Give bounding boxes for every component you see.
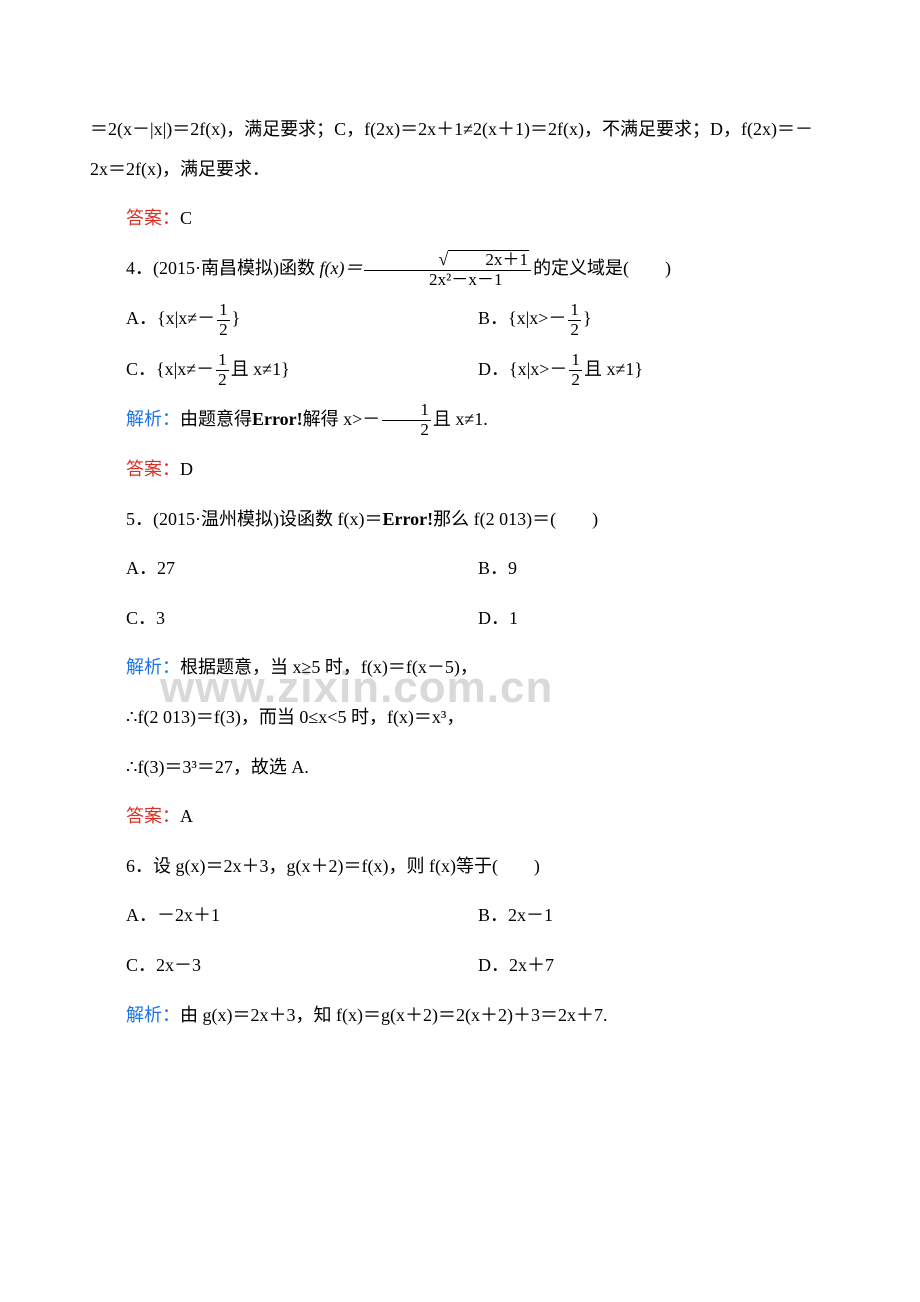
q4-optB: B．{x|x>－12} xyxy=(478,299,830,339)
q6-optB: B．2x－1 xyxy=(478,896,830,936)
analysis-label: 解析： xyxy=(126,657,180,677)
q6-options-row2: C．2x－3 D．2x＋7 xyxy=(90,946,830,986)
q5-options-row1: A．27 B．9 xyxy=(90,549,830,589)
sqrt-inner: 2x＋1 xyxy=(448,250,529,270)
analysis-label: 解析： xyxy=(126,409,180,429)
answer-label: 答案： xyxy=(126,459,180,479)
q4-fraction: 2x＋12x²－x－1 xyxy=(364,250,531,290)
q4-answer: 答案：D xyxy=(90,450,830,490)
q6-analysis: 解析：由 g(x)＝2x＋3，知 f(x)＝g(x＋2)＝2(x＋2)＋3＝2x… xyxy=(90,996,830,1036)
answer-value: D xyxy=(180,459,193,479)
q6-stem: 6．设 g(x)＝2x＋3，g(x＋2)＝f(x)，则 f(x)等于( ) xyxy=(90,847,830,887)
q4-stem-prefix: 4．(2015·南昌模拟)函数 xyxy=(126,258,319,278)
q6-optD: D．2x＋7 xyxy=(478,946,830,986)
q4-options-row1: A．{x|x≠－12} B．{x|x>－12} xyxy=(90,299,830,339)
q4-optC: C．{x|x≠－12且 x≠1} xyxy=(126,350,478,390)
q6-optA: A．－2x＋1 xyxy=(126,896,478,936)
q4-stem-suffix: 的定义域是( ) xyxy=(533,258,671,278)
q4-analysis: 解析：由题意得Error!解得 x>－12且 x≠1. xyxy=(90,400,830,440)
q4-optD: D．{x|x>－12且 x≠1} xyxy=(478,350,830,390)
q4-denominator: 2x²－x－1 xyxy=(364,271,531,290)
q5-analysis3: ∴f(3)＝3³＝27，故选 A. xyxy=(90,748,830,788)
q6-optC: C．2x－3 xyxy=(126,946,478,986)
error-text: Error! xyxy=(252,409,303,429)
q5-optA: A．27 xyxy=(126,549,478,589)
q5-options-row2: C．3 D．1 xyxy=(90,599,830,639)
q4-optA: A．{x|x≠－12} xyxy=(126,299,478,339)
q6-options-row1: A．－2x＋1 B．2x－1 xyxy=(90,896,830,936)
q3-answer: 答案：C xyxy=(90,199,830,239)
answer-label: 答案： xyxy=(126,208,180,228)
answer-label: 答案： xyxy=(126,806,180,826)
analysis-label: 解析： xyxy=(126,1005,180,1025)
q5-stem: 5．(2015·温州模拟)设函数 f(x)＝Error!那么 f(2 013)＝… xyxy=(90,500,830,540)
answer-value: C xyxy=(180,208,192,228)
document-content: ＝2(x－|x|)＝2f(x)，满足要求；C，f(2x)＝2x＋1≠2(x＋1)… xyxy=(90,110,830,1035)
q5-optD: D．1 xyxy=(478,599,830,639)
continuation-line: ＝2(x－|x|)＝2f(x)，满足要求；C，f(2x)＝2x＋1≠2(x＋1)… xyxy=(90,110,830,189)
q5-optB: B．9 xyxy=(478,549,830,589)
q5-analysis2: ∴f(2 013)＝f(3)，而当 0≤x<5 时，f(x)＝x³， xyxy=(90,698,830,738)
answer-value: A xyxy=(180,806,193,826)
q4-stem: 4．(2015·南昌模拟)函数 f(x)＝2x＋12x²－x－1的定义域是( ) xyxy=(90,249,830,290)
q4-stem-mid: f(x)＝ xyxy=(319,258,362,278)
sqrt-icon xyxy=(402,250,448,270)
error-text: Error! xyxy=(382,509,433,529)
q4-options-row2: C．{x|x≠－12且 x≠1} D．{x|x>－12且 x≠1} xyxy=(90,350,830,390)
q5-analysis1: 解析：根据题意，当 x≥5 时，f(x)＝f(x－5)， xyxy=(90,648,830,688)
q5-optC: C．3 xyxy=(126,599,478,639)
q5-answer: 答案：A xyxy=(90,797,830,837)
